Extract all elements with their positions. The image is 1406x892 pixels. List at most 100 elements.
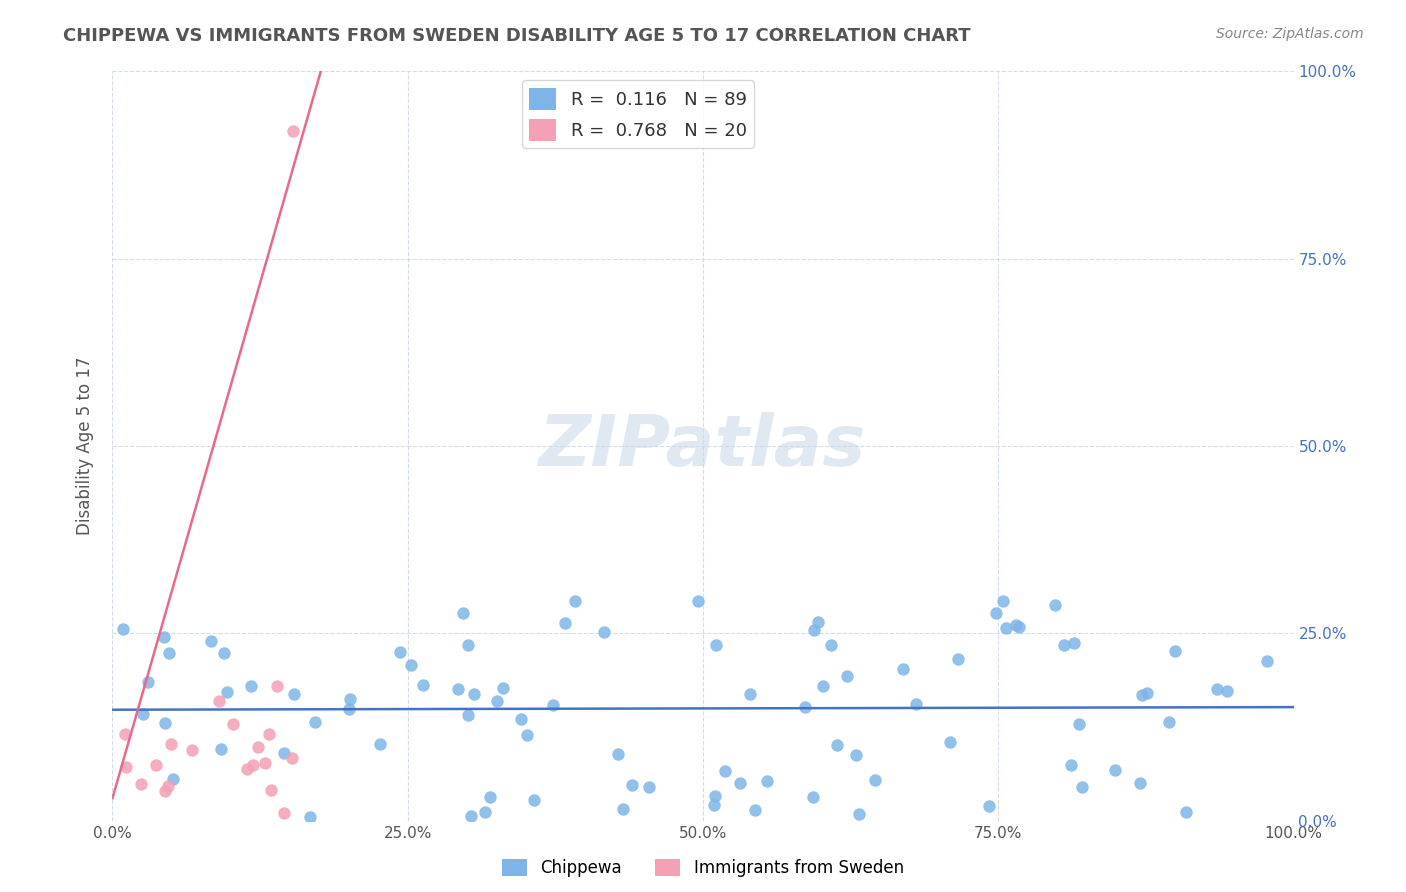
Point <box>1071 780 1094 795</box>
Point <box>820 638 842 652</box>
Point <box>157 779 180 793</box>
Point <box>451 606 474 620</box>
Point <box>738 687 761 701</box>
Point <box>209 742 232 756</box>
Point <box>991 594 1014 608</box>
Y-axis label: Disability Age 5 to 17: Disability Age 5 to 17 <box>76 357 94 535</box>
Point <box>714 764 737 779</box>
Point <box>1175 805 1198 820</box>
Point <box>825 738 848 752</box>
Point <box>181 742 204 756</box>
Point <box>541 698 564 713</box>
Legend: R =  0.116   N = 89, R =  0.768   N = 20: R = 0.116 N = 89, R = 0.768 N = 20 <box>522 80 754 148</box>
Point <box>399 657 422 672</box>
Point <box>200 633 222 648</box>
Point <box>593 625 616 640</box>
Point <box>1004 618 1026 632</box>
Point <box>811 679 834 693</box>
Point <box>299 810 322 824</box>
Point <box>145 757 167 772</box>
Point <box>153 715 176 730</box>
Point <box>136 675 159 690</box>
Point <box>388 645 411 659</box>
Text: ZIPatlas: ZIPatlas <box>540 411 866 481</box>
Point <box>863 773 886 788</box>
Point <box>273 806 295 821</box>
Point <box>1053 638 1076 652</box>
Point <box>266 679 288 693</box>
Point <box>703 798 725 813</box>
Point <box>478 789 501 804</box>
Point <box>240 679 263 693</box>
Point <box>510 712 533 726</box>
Point <box>160 737 183 751</box>
Point <box>157 646 180 660</box>
Point <box>844 747 866 762</box>
Text: CHIPPEWA VS IMMIGRANTS FROM SWEDEN DISABILITY AGE 5 TO 17 CORRELATION CHART: CHIPPEWA VS IMMIGRANTS FROM SWEDEN DISAB… <box>63 27 972 45</box>
Point <box>1007 620 1029 634</box>
Point <box>1157 714 1180 729</box>
Point <box>208 694 231 708</box>
Point <box>704 638 727 652</box>
Point <box>801 790 824 805</box>
Point <box>129 777 152 791</box>
Point <box>217 685 239 699</box>
Point <box>368 737 391 751</box>
Point <box>995 621 1018 635</box>
Point <box>463 687 485 701</box>
Point <box>1043 598 1066 612</box>
Point <box>153 784 176 798</box>
Point <box>554 616 576 631</box>
Point <box>114 727 136 741</box>
Point <box>253 756 276 771</box>
Point <box>247 740 270 755</box>
Point <box>337 702 360 716</box>
Point <box>1205 682 1227 697</box>
Point <box>114 759 136 773</box>
Point <box>447 681 470 696</box>
Point <box>891 662 914 676</box>
Point <box>688 593 710 607</box>
Text: Source: ZipAtlas.com: Source: ZipAtlas.com <box>1216 27 1364 41</box>
Point <box>938 735 960 749</box>
Point <box>1063 635 1085 649</box>
Point <box>848 806 870 821</box>
Point <box>212 646 235 660</box>
Point <box>273 746 295 760</box>
Point <box>1069 717 1091 731</box>
Point <box>979 799 1001 814</box>
Point <box>492 681 515 695</box>
Point <box>283 124 305 138</box>
Point <box>111 622 134 636</box>
Point <box>803 623 825 637</box>
Point <box>457 638 479 652</box>
Point <box>638 780 661 795</box>
Point <box>1136 686 1159 700</box>
Point <box>986 607 1008 621</box>
Point <box>806 615 828 629</box>
Point <box>1104 763 1126 777</box>
Point <box>516 728 538 742</box>
Point <box>153 630 176 644</box>
Point <box>607 747 630 761</box>
Point <box>235 762 257 776</box>
Point <box>728 776 751 790</box>
Point <box>162 772 184 787</box>
Point <box>1130 689 1153 703</box>
Point <box>904 697 927 711</box>
Point <box>946 652 969 666</box>
Point <box>612 802 634 816</box>
Point <box>1164 644 1187 658</box>
Point <box>457 708 479 723</box>
Point <box>260 783 283 797</box>
Point <box>259 727 281 741</box>
Point <box>1216 683 1239 698</box>
Point <box>242 758 264 772</box>
Legend: Chippewa, Immigrants from Sweden: Chippewa, Immigrants from Sweden <box>495 852 911 884</box>
Point <box>281 750 304 764</box>
Point <box>283 687 305 701</box>
Point <box>412 678 434 692</box>
Point <box>474 805 496 820</box>
Point <box>486 694 509 708</box>
Point <box>1256 654 1278 668</box>
